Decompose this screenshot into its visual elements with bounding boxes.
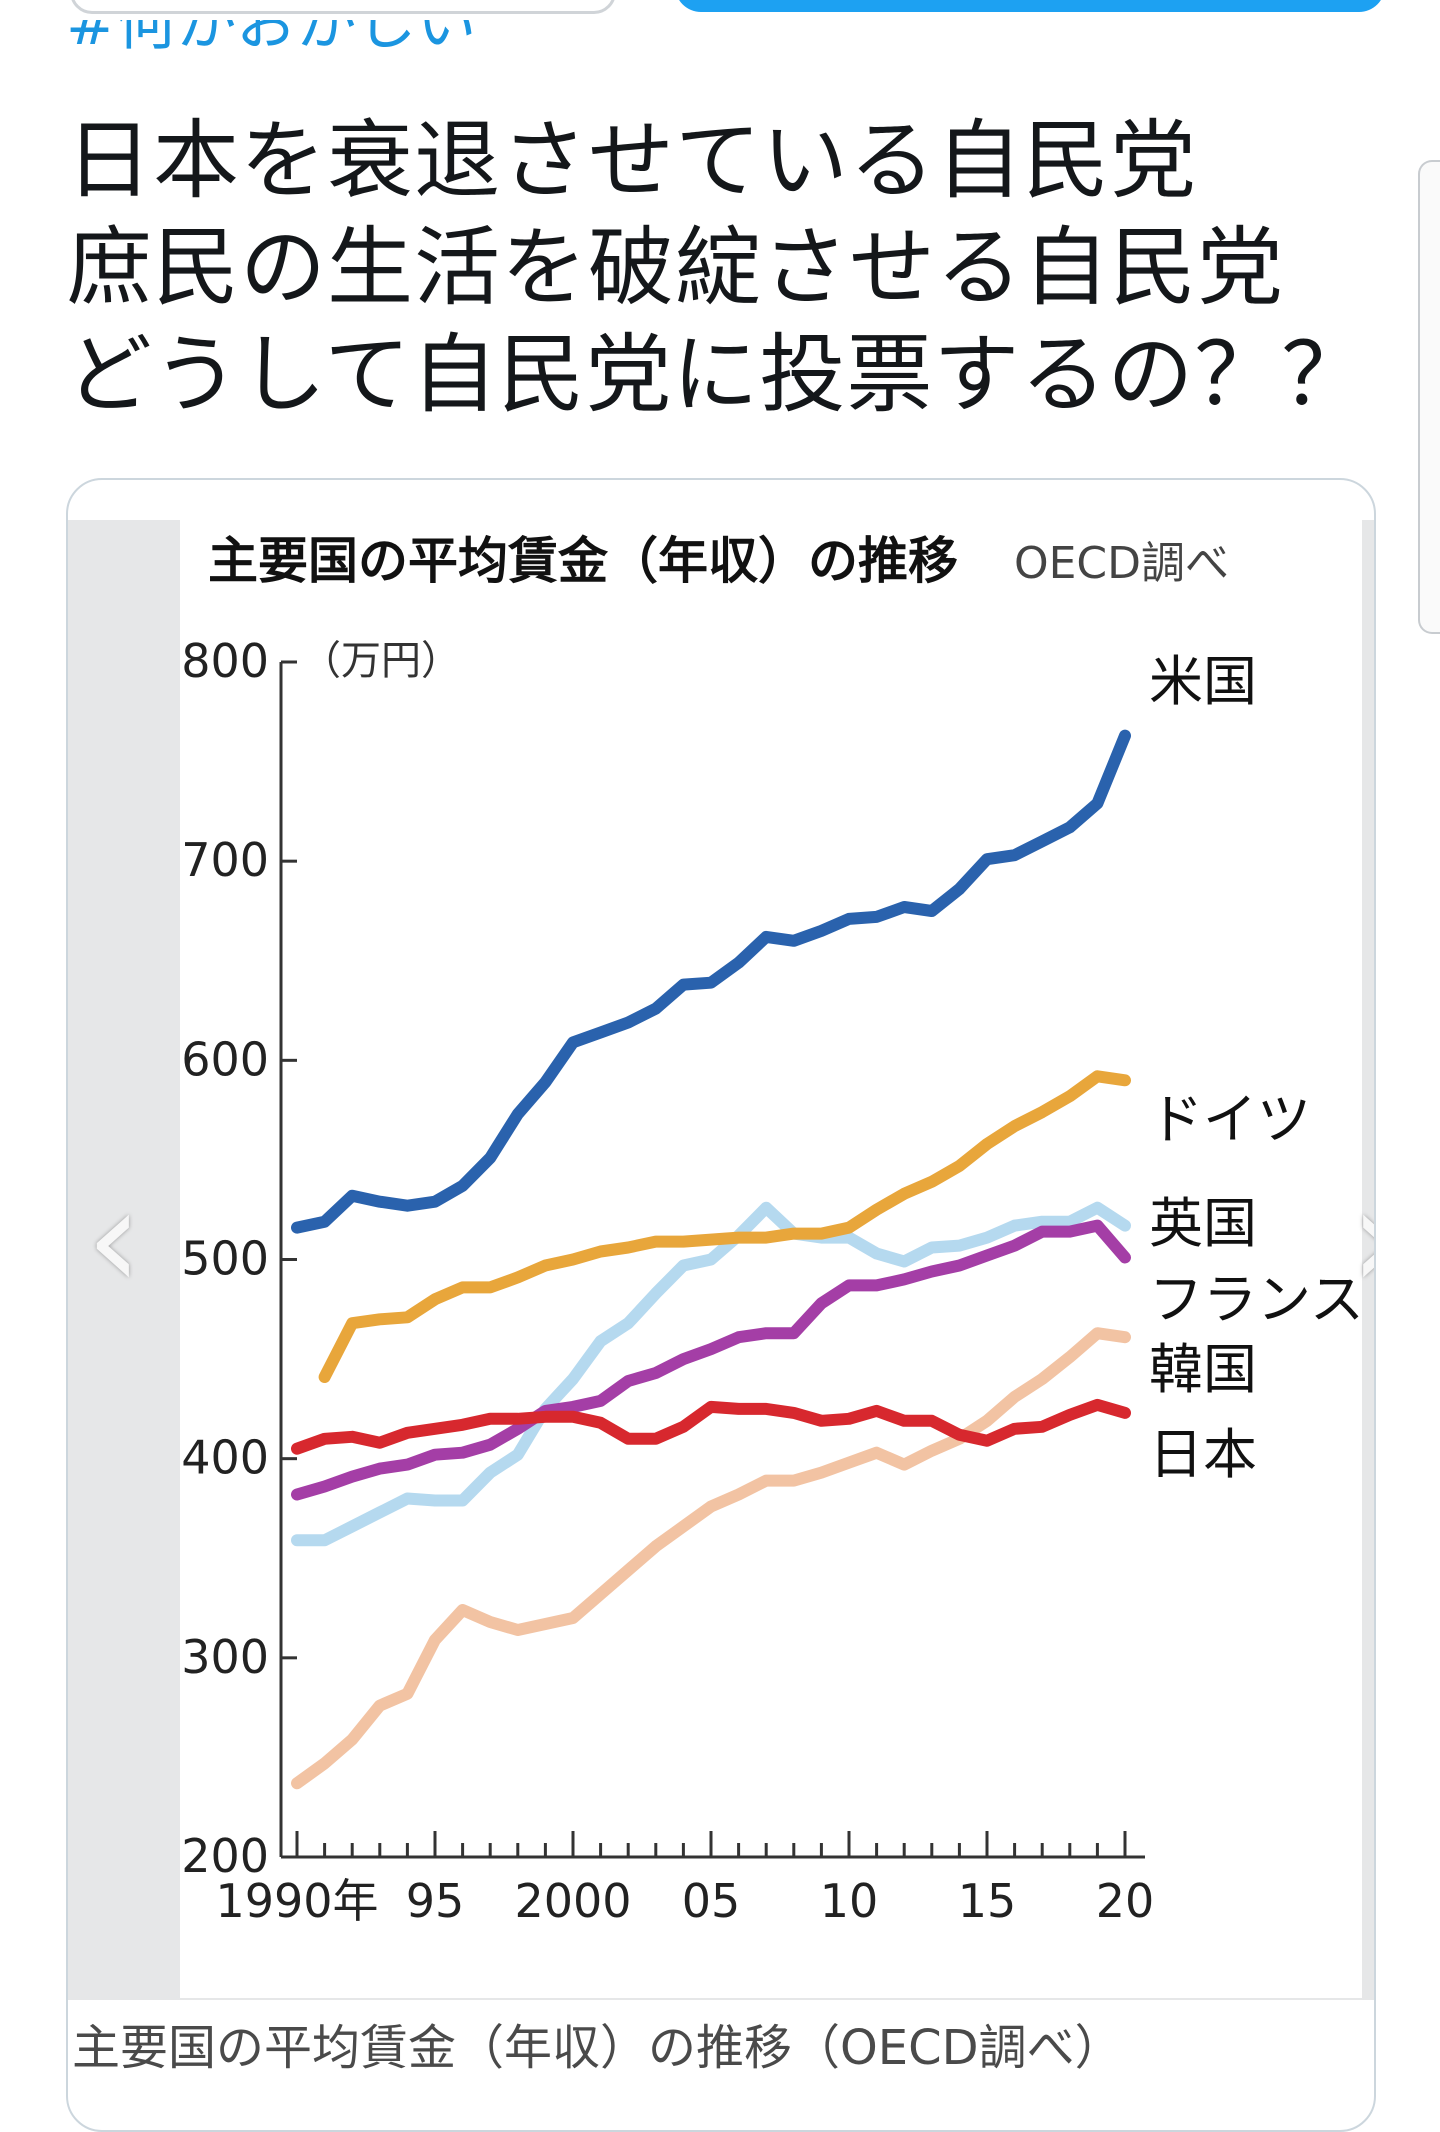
previous-image-arrow-icon[interactable]: ‹ [86,1158,142,1321]
y-tick-label: 400 [181,1431,269,1485]
series-line [291,1219,1131,1501]
series-label: 英国 [1149,1192,1257,1255]
series-line [291,1398,1131,1455]
y-tick-label: 300 [181,1630,269,1684]
media-card[interactable]: 主要国の平均賃金（年収）の推移 OECD調べ 200 300 400 500 600 700 8… [66,478,1376,2132]
top-search-pill[interactable] [70,0,616,14]
top-action-button[interactable] [675,0,1385,12]
x-tick-label: 95 [406,1874,465,1928]
tweet-line-2: 庶民の生活を破綻させる自民党 [66,218,1284,318]
y-tick-label: 500 [181,1232,269,1286]
series-label: 日本 [1149,1423,1257,1486]
chart-panel: 主要国の平均賃金（年収）の推移 OECD調べ 200 300 400 500 600 700 8… [180,520,1364,1998]
series-label: フランス [1149,1268,1362,1331]
chart-title: 主要国の平均賃金（年収）の推移 [208,532,958,590]
series-label: ドイツ [1149,1088,1311,1151]
x-tick-label: 2000 [514,1874,631,1928]
y-tick-label: 800 [181,634,269,688]
hashtag-text[interactable]: #何かおかしい [66,20,477,59]
tweet-line-3: どうして自民党に投票するの？？ [66,325,1369,425]
series-line [291,1201,1131,1547]
x-tick-label: 05 [682,1874,741,1928]
series-label: 米国 [1149,650,1257,713]
next-image-arrow-icon[interactable]: › [1350,1170,1374,1310]
tweet-line-1: 日本を衰退させている自民党 [66,111,1197,211]
series-label: 韓国 [1149,1338,1257,1401]
line-chart: 主要国の平均賃金（年収）の推移 OECD調べ 200 300 400 500 600 700 8… [181,532,1364,1928]
hashtag-link[interactable]: #何かおかしい [66,20,766,92]
x-tick-label: 1990年 [215,1874,378,1928]
x-tick-label: 15 [958,1874,1017,1928]
x-tick-label: 10 [820,1874,879,1928]
y-axis-unit-label: （万円） [301,638,461,684]
side-drawer-handle[interactable] [1418,160,1440,634]
y-tick-label: 200 [181,1829,269,1883]
series-line [291,1327,1131,1790]
y-tick-label: 700 [181,833,269,887]
series-line [318,1070,1131,1383]
chart-source: OECD調べ [1014,538,1229,589]
series-line [291,729,1131,1234]
media-caption: 主要国の平均賃金（年収）の推移（OECD調べ） [72,2020,1123,2076]
y-tick-label: 600 [181,1032,269,1086]
x-tick-label: 20 [1096,1874,1155,1928]
tweet-text: 日本を衰退させている自民党 庶民の生活を破綻させる自民党 どうして自民党に投票す… [66,108,1369,429]
